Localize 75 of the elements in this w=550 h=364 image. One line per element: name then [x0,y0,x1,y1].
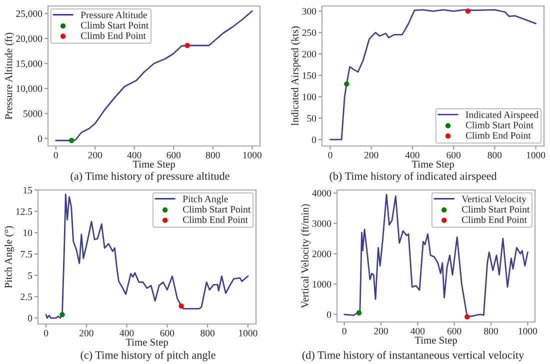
y-tick-label: 15,000 [16,60,42,68]
y-tick-label: 12.5 [16,208,32,215]
y-tick-label: 25,000 [16,10,42,18]
legend-label: Climb End Point [80,32,146,39]
x-axis-title: Time Step [414,336,457,346]
legend-label: Pitch Angle [182,195,228,204]
x-tick-label: 400 [405,152,420,158]
y-tick-label: 100 [302,94,316,100]
y-tick-label: 7.5 [20,251,32,258]
y-tick-label: 20,000 [16,35,42,44]
y-axis-title: Pitch Angle (°) [4,226,14,288]
x-tick-label: 600 [446,152,460,158]
line-series [344,194,528,318]
y-tick-label: 50 [307,115,316,122]
y-tick-label: 2.5 [20,294,32,300]
legend-label: Climb End Point [182,216,248,223]
legend-label: Indicated Airspeed [466,111,539,120]
y-tick-label: 2000 [312,250,332,258]
legend-label: Pressure Altitude [80,11,147,18]
x-tick-label: 400 [127,152,142,158]
x-tick-label: 600 [447,328,462,334]
x-tick-label: 200 [374,328,388,334]
x-tick-label: 1000 [518,328,538,334]
y-tick-label: 250 [302,29,316,36]
x-tick-label: 400 [410,328,425,334]
y-tick-label: 4000 [312,190,332,197]
line-series [45,194,249,319]
y-tick-label: 0 [326,311,332,318]
x-tick-label: 1000 [243,152,262,158]
x-tick-label: 200 [80,330,94,336]
legend-label: Climb Start Point [182,206,251,213]
x-tick-label: 800 [206,152,220,158]
x-tick-label: 1000 [526,152,546,158]
x-tick-label: 600 [160,330,174,336]
y-tick-label: 0 [312,136,316,144]
x-axis-title: Time Step [126,338,168,348]
y-tick-label: 0 [38,135,42,142]
x-tick-label: 0 [54,152,58,158]
x-tick-label: 800 [200,330,214,336]
legend-label: Climb End Point [466,132,531,139]
x-tick-label: 600 [166,152,181,158]
y-tick-label: 300 [302,8,316,15]
x-tick-label: 1000 [239,330,258,336]
x-tick-label: 0 [342,328,346,334]
legend-label: Climb End Point [462,216,527,223]
y-tick-label: 3000 [312,220,332,227]
text: (a) Time history of pressure altitude [70,172,230,182]
legend-label: Vertical Velocity [462,195,526,204]
y-tick-label: 5 [28,272,32,279]
y-tick-label: 5000 [24,110,42,117]
text: (b) Time history of indicated airspeed [330,172,497,182]
y-tick-label: 1000 [312,280,332,288]
x-tick-label: 0 [44,330,48,336]
y-tick-label: 10 [24,230,32,236]
x-tick-label: 400 [120,330,134,336]
x-axis-title: Time Step [132,160,175,170]
y-tick-label: 200 [302,50,316,58]
x-tick-label: 200 [88,152,102,158]
y-axis-title: Indicated Airspeed (kts) [291,26,300,126]
x-tick-label: 800 [488,152,502,158]
y-tick-label: 15 [24,186,32,194]
x-tick-label: 200 [364,152,378,158]
text: (c) Time history of pitch angle [80,350,216,362]
y-axis-title: Pressure Altitude (ft) [4,32,14,120]
y-tick-label: 0 [28,314,32,322]
legend-label: Climb Start Point [466,122,534,128]
x-axis-title: Time Step [412,160,454,170]
text: (d) Time history of instantaneous vertical velocity [302,350,524,362]
y-axis-title: Vertical Velocity (ft/min) [301,204,311,308]
x-tick-label: 800 [484,328,498,334]
y-tick-label: 10,000 [16,85,42,94]
y-tick-label: 150 [302,72,316,79]
legend-label: Climb Start Point [80,22,149,29]
line-series [330,9,536,140]
legend-label: Climb Start Point [462,206,530,213]
